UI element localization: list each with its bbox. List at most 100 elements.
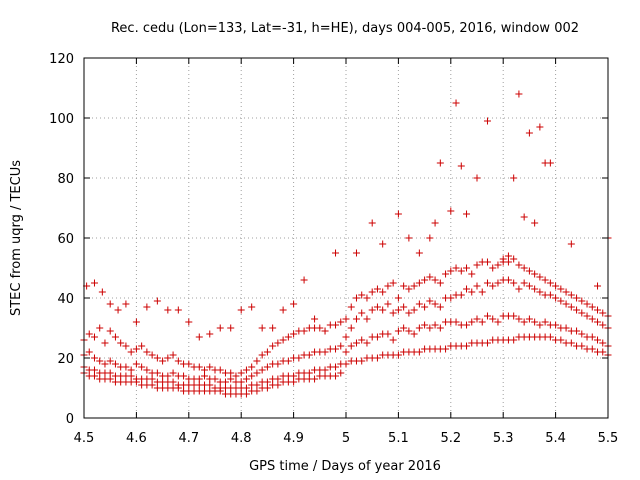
data-point [504,252,512,260]
data-point [431,219,439,227]
data-point [342,315,350,323]
grid-lines [84,58,608,418]
data-point [242,375,250,383]
data-point [405,285,413,293]
data-point [515,90,523,98]
x-tick-label: 4.9 [283,431,304,446]
data-point [358,357,366,365]
data-point [174,306,182,314]
data-point [389,279,397,287]
data-point [242,366,250,374]
data-point [180,372,188,380]
data-point [352,249,360,257]
y-tick-label: 0 [66,412,74,427]
data-point [96,357,104,365]
data-point [143,303,151,311]
data-point [557,336,565,344]
data-point [274,375,282,383]
data-point [478,288,486,296]
data-point [337,342,345,350]
data-point [90,279,98,287]
data-point [290,300,298,308]
x-tick-label: 4.5 [74,431,95,446]
data-point [206,330,214,338]
data-point [352,315,360,323]
data-point [274,381,282,389]
data-point [169,351,177,359]
x-tick-label: 5.3 [493,431,514,446]
x-tick-label: 5 [342,431,350,446]
data-point [85,330,93,338]
data-point [410,330,418,338]
data-point [279,306,287,314]
data-point [290,330,298,338]
data-point [489,282,497,290]
data-point [489,315,497,323]
data-point [421,303,429,311]
data-point [536,123,544,131]
data-point [452,318,460,326]
data-point [269,324,277,332]
data-point [216,324,224,332]
data-point [410,282,418,290]
data-point [415,279,423,287]
data-point [101,339,109,347]
data-point [242,390,250,398]
data-point [332,345,340,353]
data-point [573,294,581,302]
data-point [389,336,397,344]
data-point [594,318,602,326]
data-point [410,306,418,314]
data-point [599,309,607,317]
data-point [473,174,481,182]
x-axis-label: GPS time / Days of year 2016 [249,459,441,474]
data-point [536,288,544,296]
data-point [447,207,455,215]
data-point [436,279,444,287]
data-point [473,315,481,323]
data-point [132,318,140,326]
data-point [463,210,471,218]
data-point [415,300,423,308]
data-point [195,375,203,383]
data-point [332,321,340,329]
data-point [352,294,360,302]
data-point [578,297,586,305]
data-point [415,348,423,356]
data-point [305,369,313,377]
data-point [531,318,539,326]
data-point [578,309,586,317]
data-point [106,369,114,377]
data-point [96,324,104,332]
data-point [531,270,539,278]
data-point [510,279,518,287]
data-point [185,360,193,368]
data-point [452,264,460,272]
data-point [489,264,497,272]
data-point [368,288,376,296]
data-point [143,366,151,374]
data-point [546,291,554,299]
data-point [201,372,209,380]
data-point [510,312,518,320]
data-point [389,309,397,317]
data-point [415,324,423,332]
data-point [520,318,528,326]
data-point [263,363,271,371]
data-point [583,312,591,320]
data-point [546,333,554,341]
data-point [442,270,450,278]
data-point [347,303,355,311]
data-point [384,282,392,290]
data-point [358,309,366,317]
data-point [499,258,507,266]
data-point [106,375,114,383]
data-point [211,375,219,383]
data-point [237,306,245,314]
data-point [504,276,512,284]
data-point [567,339,575,347]
data-point [232,372,240,380]
data-point [253,387,261,395]
data-point [573,306,581,314]
data-point [337,369,345,377]
